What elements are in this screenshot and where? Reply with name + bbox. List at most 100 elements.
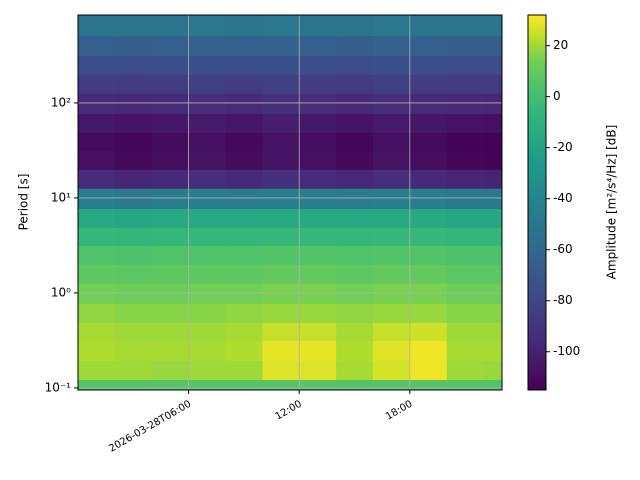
- heatmap-cell: [262, 132, 300, 151]
- colorbar-gradient: [528, 62, 546, 66]
- heatmap-cell: [372, 132, 411, 151]
- heatmap-cell: [336, 379, 374, 391]
- colorbar-gradient: [528, 337, 546, 341]
- heatmap-cell: [409, 283, 448, 304]
- colorbar-gradient: [528, 102, 546, 106]
- heatmap-cell: [483, 188, 503, 209]
- heatmap-cell: [188, 303, 226, 323]
- y-axis-label: Period [s]: [17, 174, 31, 231]
- colorbar-gradient: [528, 372, 546, 376]
- colorbar-gradient: [528, 310, 546, 313]
- heatmap-cell: [299, 188, 337, 209]
- heatmap-cell: [78, 303, 116, 323]
- colorbar-gradient: [528, 382, 546, 386]
- heatmap-cell: [336, 132, 374, 151]
- colorbar-gradient: [528, 45, 546, 48]
- heatmap-cell: [78, 245, 116, 265]
- heatmap-cell: [336, 113, 374, 133]
- heatmap-cell: [114, 245, 153, 265]
- heatmap-cell: [78, 15, 116, 37]
- colorbar-gradient: [528, 130, 546, 133]
- heatmap-cell: [483, 113, 503, 133]
- heatmap-cell: [299, 360, 337, 381]
- colorbar-tick-label: -20: [553, 140, 573, 154]
- heatmap-cell: [446, 55, 485, 75]
- heatmap-cell: [225, 35, 263, 56]
- heatmap-cell: [299, 169, 337, 189]
- heatmap-cell: [409, 35, 448, 56]
- colorbar-gradient: [528, 365, 546, 368]
- heatmap-cell: [151, 150, 190, 170]
- colorbar-gradient: [528, 197, 546, 201]
- heatmap-cell: [372, 74, 411, 94]
- colorbar-gradient: [528, 32, 546, 36]
- heatmap-cell: [151, 360, 190, 381]
- colorbar-gradient: [528, 180, 546, 183]
- heatmap-cell: [409, 360, 448, 381]
- heatmap-cell: [225, 245, 263, 265]
- colorbar-gradient: [528, 135, 546, 138]
- colorbar-gradient: [528, 252, 546, 256]
- heatmap-cell: [114, 113, 153, 133]
- heatmap-cell: [372, 169, 411, 189]
- colorbar-gradient: [528, 122, 546, 126]
- heatmap-cell: [188, 322, 226, 341]
- heatmap-cell: [225, 132, 263, 151]
- colorbar-gradient: [528, 225, 546, 228]
- heatmap-cell: [188, 93, 226, 114]
- colorbar-gradient: [528, 192, 546, 196]
- heatmap-cell: [446, 15, 485, 37]
- heatmap-cell: [483, 227, 503, 246]
- heatmap-cell: [225, 360, 263, 381]
- colorbar-gradient: [528, 327, 546, 331]
- heatmap-cell: [225, 303, 263, 323]
- heatmap-cell: [262, 322, 300, 341]
- colorbar-gradient: [528, 172, 546, 176]
- colorbar-gradient: [528, 357, 546, 361]
- heatmap-cell: [336, 264, 374, 284]
- heatmap-cell: [372, 15, 411, 37]
- heatmap-cell: [446, 150, 485, 170]
- heatmap-cell: [188, 264, 226, 284]
- heatmap-cell: [114, 340, 153, 362]
- heatmap-cell: [151, 113, 190, 133]
- colorbar-gradient: [528, 285, 546, 288]
- heatmap-cell: [188, 74, 226, 94]
- heatmap-cell: [336, 74, 374, 94]
- heatmap-cell: [114, 360, 153, 381]
- colorbar-gradient: [528, 277, 546, 281]
- heatmap-cell: [336, 303, 374, 323]
- colorbar-gradient: [528, 37, 546, 41]
- heatmap-cell: [188, 208, 226, 228]
- colorbar-gradient: [528, 242, 546, 246]
- colorbar-gradient: [528, 150, 546, 153]
- heatmap-cell: [372, 188, 411, 209]
- colorbar-gradient: [528, 267, 546, 271]
- colorbar-gradient: [528, 57, 546, 61]
- colorbar-gradient: [528, 305, 546, 308]
- colorbar-gradient: [528, 202, 546, 206]
- heatmap-cell: [446, 340, 485, 362]
- heatmap-cell: [483, 264, 503, 284]
- heatmap-cell: [372, 303, 411, 323]
- heatmap-cell: [299, 264, 337, 284]
- heatmap-cell: [225, 169, 263, 189]
- heatmap-cell: [225, 379, 263, 391]
- heatmap-cell: [114, 93, 153, 114]
- colorbar-gradient: [528, 330, 546, 333]
- colorbar-gradient: [528, 97, 546, 101]
- heatmap-cell: [446, 132, 485, 151]
- colorbar-gradient: [528, 40, 546, 43]
- colorbar-gradient: [528, 72, 546, 76]
- heatmap-cell: [78, 132, 116, 151]
- colorbar-gradient: [528, 95, 546, 98]
- heatmap-cell: [372, 150, 411, 170]
- heatmap-cell: [299, 303, 337, 323]
- colorbar-gradient: [528, 262, 546, 266]
- colorbar-gradient: [528, 275, 546, 278]
- colorbar-gradient: [528, 377, 546, 381]
- colorbar-gradient: [528, 60, 546, 63]
- heatmap-cell: [336, 227, 374, 246]
- heatmap-cell: [262, 340, 300, 362]
